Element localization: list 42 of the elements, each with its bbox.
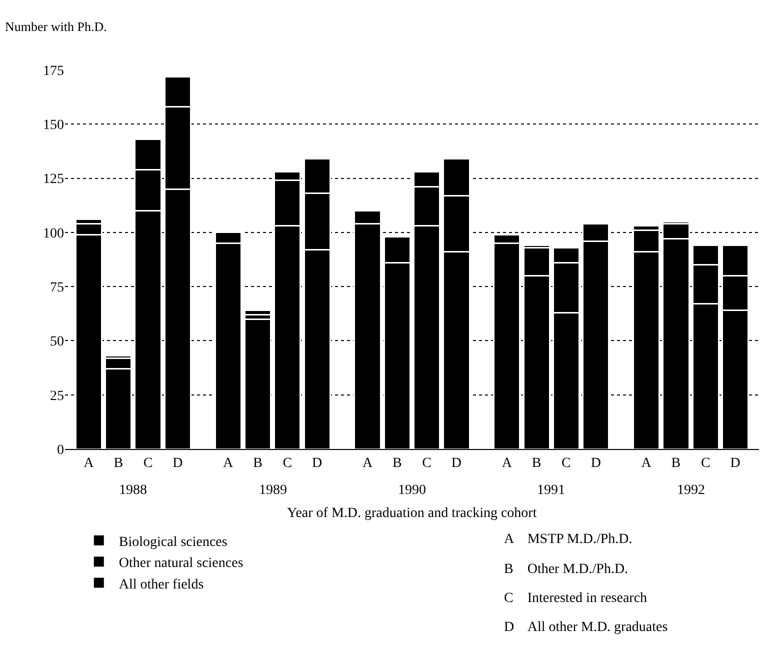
x-tick-label: A	[223, 456, 234, 471]
x-tick-label: C	[700, 456, 710, 471]
text: 1990	[398, 483, 426, 498]
x-tick-label: B	[671, 456, 681, 471]
y-tick-label: 0	[57, 442, 64, 458]
x-tick-label: B	[532, 456, 542, 471]
x-tick-label: D	[730, 456, 740, 471]
x-axis-title: Year of M.D. graduation and tracking cohort	[287, 506, 537, 521]
x-tick-label: A	[84, 456, 95, 471]
x-tick-label: D	[451, 456, 462, 471]
y-tick-label: 75	[50, 280, 64, 296]
text: D All other M.D. graduates	[504, 620, 668, 635]
x-tick-label: B	[114, 456, 124, 471]
x-tick-label: B	[253, 456, 262, 471]
y-axis-title: Number with Ph.D.	[5, 19, 107, 34]
text: 1991	[537, 483, 565, 498]
x-tick-label: D	[590, 456, 601, 471]
x-tick-label: D	[172, 456, 183, 471]
y-tick-label: 50	[50, 334, 64, 350]
legend-label: Biological sciences	[118, 534, 228, 550]
text: A MSTP M.D./Ph.D.	[504, 532, 632, 547]
text: 1989	[259, 483, 287, 498]
x-tick-label: C	[143, 456, 153, 471]
x-tick-label: C	[562, 456, 571, 471]
x-tick-label: A	[502, 456, 513, 471]
legend-label: All other fields	[118, 577, 204, 592]
y-tick-label: 175	[43, 64, 64, 79]
x-tick-label: D	[312, 456, 322, 471]
x-tick-label: C	[422, 456, 432, 471]
x-tick-label: B	[392, 456, 402, 471]
text: B Other M.D./Ph.D.	[504, 562, 628, 577]
y-tick-label: 25	[50, 388, 64, 404]
x-tick-label: A	[362, 456, 374, 471]
text: 1992	[677, 483, 705, 498]
x-tick-label: C	[282, 456, 292, 471]
legend-label: Other natural sciences	[118, 556, 244, 572]
y-tick-label: 150	[43, 118, 64, 134]
y-tick-label: 125	[43, 172, 64, 188]
text: 1988	[119, 483, 147, 498]
y-tick-label: 100	[43, 226, 64, 242]
text: C Interested in research	[504, 591, 648, 606]
x-tick-label: A	[641, 456, 652, 471]
